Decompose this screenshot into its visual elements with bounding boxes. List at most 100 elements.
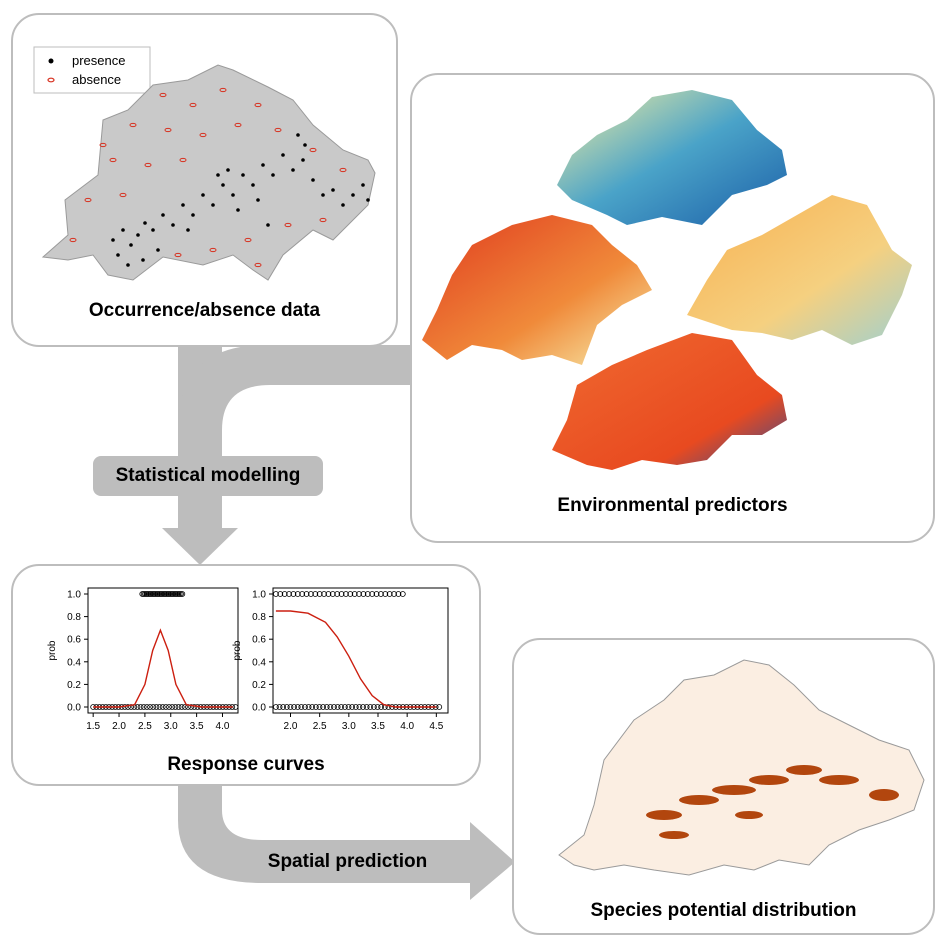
distribution-hotspots (646, 765, 899, 839)
presence-point (356, 591, 362, 597)
absence-point (276, 704, 283, 710)
absence-point (181, 704, 188, 710)
x-tick-label: 2.5 (313, 721, 327, 732)
presence-point (325, 591, 332, 597)
absence-point (331, 704, 337, 710)
response-title: Response curves (167, 754, 325, 775)
response-panel: 0.0 0.2 0.4 0.6 0.8 1.0 1.5 2.0 2.5 3.0 3.5 4.0 prob… (11, 564, 481, 786)
y-tick-label: 0.6 (67, 635, 81, 646)
presence-point (329, 591, 336, 597)
x-tick-label: 2.0 (284, 721, 298, 732)
absence-point (356, 704, 363, 710)
y-tick-label: 0.4 (252, 657, 266, 668)
presence-points (111, 133, 370, 267)
presence-point (312, 591, 319, 597)
y-tick-label: 0.8 (67, 612, 81, 623)
absence-point (327, 704, 334, 710)
occurrence-panel: presence absence Occurrence/absence data (11, 13, 398, 347)
y-tick-label: 0.2 (252, 680, 266, 691)
absence-point (320, 704, 327, 710)
presence-point (281, 591, 288, 597)
absence-point (273, 704, 279, 710)
x-tick-label: 3.5 (371, 721, 385, 732)
presence-point (338, 591, 345, 597)
presence-point (373, 591, 380, 597)
response-curves-charts: 0.0 0.2 0.4 0.6 0.8 1.0 1.5 2.0 2.5 3.0 3.5 4.0 prob… (47, 587, 449, 732)
presence-point (343, 591, 349, 597)
response-curve (275, 610, 437, 708)
absence-point (166, 704, 172, 710)
absence-point (232, 704, 239, 710)
absence-point (128, 704, 135, 710)
predictor-branch (178, 345, 415, 475)
y-tick-label: 0.4 (67, 657, 81, 668)
occurrence-map: presence absence (33, 46, 376, 281)
absence-point (374, 704, 381, 710)
y-tick-label: 1.0 (252, 590, 266, 601)
distribution-map-shape (558, 659, 925, 876)
y-tick-label: 1.0 (67, 590, 81, 601)
absence-point (341, 704, 348, 710)
presence-point (321, 591, 327, 597)
presence-point (299, 591, 306, 597)
predictor-maps (422, 90, 912, 470)
absence-point (191, 704, 198, 710)
presence-point (286, 591, 292, 597)
absence-point (385, 704, 392, 710)
absence-point (349, 704, 356, 710)
absence-point (298, 704, 305, 710)
absence-point (178, 704, 185, 710)
absence-point (363, 704, 370, 710)
absence-point (283, 704, 290, 710)
spatial-prediction-label: Spatial prediction (267, 851, 428, 872)
absence-point (312, 704, 319, 710)
x-tick-label: 3.5 (190, 721, 204, 732)
absence-point (134, 704, 141, 710)
absence-point (280, 704, 287, 710)
chart-frame-0 (87, 587, 239, 714)
y-tick-label: 0.8 (252, 612, 266, 623)
presence-point (290, 591, 297, 597)
response-curve (93, 628, 233, 708)
y-tick-label: 0.0 (252, 703, 266, 714)
presence-point (303, 591, 310, 597)
x-tick-label: 4.0 (400, 721, 414, 732)
presence-point (399, 591, 406, 597)
presence-point (378, 591, 384, 597)
absence-point (302, 704, 308, 710)
absence-point (144, 704, 150, 710)
presence-point (273, 591, 279, 597)
presence-point (382, 591, 389, 597)
switzerland-relief-map (41, 64, 376, 281)
presence-point (395, 591, 402, 597)
presence-point (316, 591, 323, 597)
presence-point (391, 591, 397, 597)
predictor-map-orange (687, 195, 912, 345)
absence-point (294, 704, 301, 710)
distribution-title: Species potential distribution (590, 900, 857, 921)
presence-point (360, 591, 367, 597)
y-axis-label: prob (232, 640, 243, 660)
presence-point (334, 591, 341, 597)
x-tick-label: 4.0 (216, 721, 230, 732)
environmental-panel: Environmental predictors (410, 73, 935, 543)
absence-point (323, 704, 330, 710)
prediction-arrow (178, 785, 515, 900)
predictor-map-blue (557, 90, 787, 225)
absence-point (169, 704, 176, 710)
distribution-map (558, 659, 925, 876)
x-tick-label: 4.5 (429, 721, 443, 732)
y-tick-label: 0.2 (67, 680, 81, 691)
statistical-modelling-label: Statistical modelling (93, 456, 323, 496)
x-tick-label: 2.0 (112, 721, 126, 732)
x-tick-label: 3.0 (342, 721, 356, 732)
absence-point (305, 704, 312, 710)
absence-point (147, 704, 153, 710)
presence-point (347, 591, 354, 597)
absence-point (345, 704, 352, 710)
predictor-map-red (422, 215, 652, 365)
absence-point (159, 704, 166, 710)
absence-point (137, 704, 144, 710)
distribution-panel: Species potential distribution (512, 638, 935, 935)
